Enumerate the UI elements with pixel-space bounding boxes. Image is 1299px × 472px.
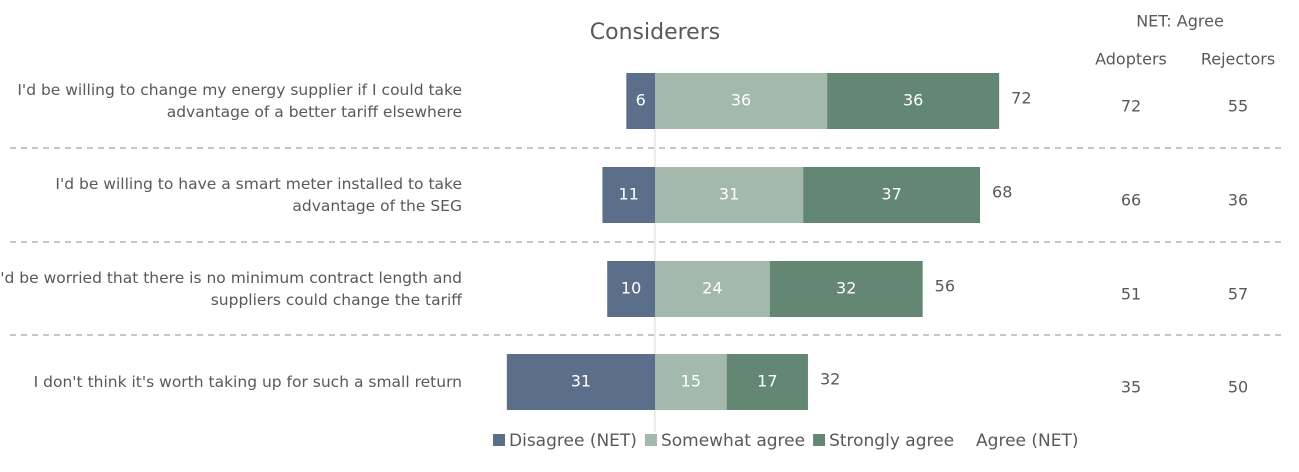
net-column-header: Rejectors	[1201, 50, 1275, 69]
bar-value-label: 31	[719, 185, 739, 204]
legend-label: Agree (NET)	[976, 431, 1078, 451]
total-label: 72	[1011, 89, 1031, 108]
category-label: I'd be willing to change my energy suppl…	[17, 81, 462, 121]
bar-value-label: 11	[619, 185, 639, 204]
net-value: 55	[1228, 97, 1248, 116]
net-value: 57	[1228, 285, 1248, 304]
total-label: 56	[935, 277, 955, 296]
bar-value-label: 36	[903, 91, 923, 110]
legend-label: Strongly agree	[829, 431, 954, 451]
bar-value-label: 17	[757, 372, 777, 391]
legend-swatch	[813, 434, 826, 446]
bar-value-label: 6	[636, 91, 646, 110]
net-value: 50	[1228, 378, 1248, 397]
bar-segment	[655, 261, 770, 317]
net-value: 51	[1121, 285, 1141, 304]
bar-value-label: 31	[571, 372, 591, 391]
bar-segment	[626, 73, 655, 129]
bar-segment	[506, 354, 655, 410]
bar-segment	[803, 167, 981, 223]
bar-value-label: 32	[836, 279, 856, 298]
bar-segment	[655, 73, 828, 129]
bar-segment	[769, 261, 923, 317]
bar-segment	[607, 261, 655, 317]
bar-segment	[655, 167, 804, 223]
legend-swatch	[644, 434, 657, 446]
net-title: NET: Agree	[1136, 12, 1224, 31]
category-label: I'd be worried that there is no minimum …	[0, 269, 462, 309]
legend-swatch	[493, 434, 505, 446]
legend-label: Disagree (NET)	[509, 431, 637, 451]
chart-title: Considerers	[590, 20, 720, 45]
bar-value-label: 36	[731, 91, 751, 110]
net-value: 36	[1228, 191, 1248, 210]
net-value: 35	[1121, 378, 1141, 397]
bar-segment	[726, 354, 808, 410]
net-value: 72	[1121, 97, 1141, 116]
net-column-header: Adopters	[1095, 50, 1167, 69]
bar-segment	[827, 73, 1000, 129]
category-label: I'd be willing to have a smart meter ins…	[55, 175, 462, 215]
bar-segment	[602, 167, 655, 223]
bar-value-label: 15	[681, 372, 701, 391]
total-label: 32	[820, 370, 840, 389]
bar-segment	[655, 354, 727, 410]
net-value: 66	[1121, 191, 1141, 210]
bar-value-label: 10	[621, 279, 641, 298]
total-label: 68	[992, 183, 1012, 202]
legend-label: Somewhat agree	[661, 431, 805, 451]
category-label: I don't think it's worth taking up for s…	[33, 373, 462, 391]
bar-value-label: 24	[702, 279, 722, 298]
bar-value-label: 37	[881, 185, 901, 204]
